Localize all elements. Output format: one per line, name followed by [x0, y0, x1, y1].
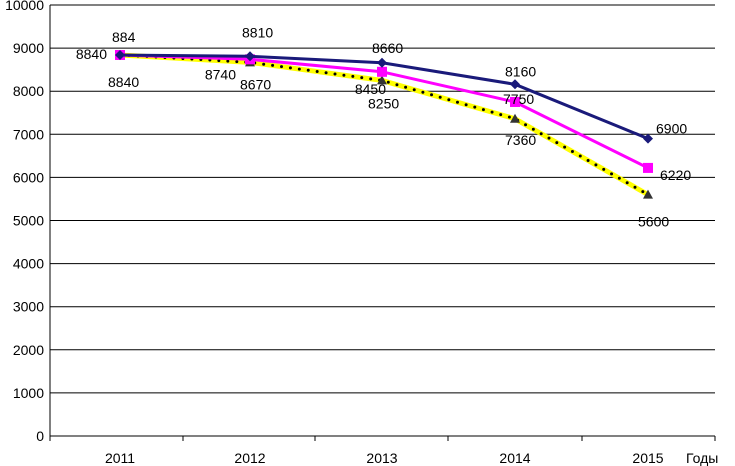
y-tick-label: 5000	[13, 213, 44, 229]
series-1-point	[115, 49, 125, 60]
y-tick-label: 8000	[13, 83, 44, 99]
x-tick-label: 2012	[234, 450, 265, 466]
y-tick-label: 9000	[13, 40, 44, 56]
y-tick-labels: 0 1000 2000 3000 4000 5000 6000 7000 8000 9000 100…	[5, 0, 44, 444]
x-tick-label: 2014	[499, 450, 530, 466]
y-tick-label: 10000	[5, 0, 44, 13]
series-2-point	[377, 66, 387, 77]
y-tick-label: 3000	[13, 299, 44, 315]
y-tick-label: 7000	[13, 126, 44, 142]
axes	[49, 5, 716, 441]
series-2-point	[510, 96, 520, 107]
data-label: 6220	[660, 167, 691, 183]
data-label: 5600	[638, 214, 669, 230]
series-1-point	[245, 51, 255, 62]
y-tick-label: 2000	[13, 342, 44, 358]
data-label: 8810	[242, 24, 273, 40]
series-1-point	[510, 79, 520, 90]
data-label: 7750	[503, 91, 534, 107]
y-tick-label: 1000	[13, 385, 44, 401]
series-2-point	[643, 162, 653, 173]
series-1-point	[643, 133, 653, 144]
data-label: 6900	[656, 121, 687, 137]
data-label: 8840	[108, 74, 139, 90]
data-label: 8450	[355, 81, 386, 97]
series	[115, 49, 653, 199]
data-label: 884	[112, 29, 136, 45]
data-label: 8250	[368, 95, 399, 111]
x-tick-labels: 2011 2012 2013 2014 2015	[105, 450, 664, 466]
data-label: 8670	[240, 76, 271, 92]
series-3-point	[643, 189, 653, 199]
series-1-point	[377, 57, 387, 68]
x-tick-label: 2011	[105, 450, 135, 466]
y-tick-label: 0	[36, 428, 44, 444]
series-3-point	[377, 75, 387, 85]
data-label: 7360	[505, 132, 536, 148]
grid-lines	[50, 4, 715, 394]
data-labels: 884 8810 8660 8160 6900 8840 8740 8450 7750 6220 8…	[76, 24, 692, 229]
x-axis-label: Годы	[686, 450, 718, 466]
y-tick-label: 6000	[13, 169, 44, 185]
series-3-point	[510, 113, 520, 123]
x-tick-label: 2013	[366, 450, 397, 466]
data-label: 8160	[505, 63, 536, 79]
x-tick-label: 2015	[632, 450, 663, 466]
y-tick-label: 4000	[13, 256, 44, 272]
data-label: 8740	[205, 66, 236, 82]
data-label: 8660	[372, 40, 403, 56]
data-label: 8840	[76, 46, 107, 62]
